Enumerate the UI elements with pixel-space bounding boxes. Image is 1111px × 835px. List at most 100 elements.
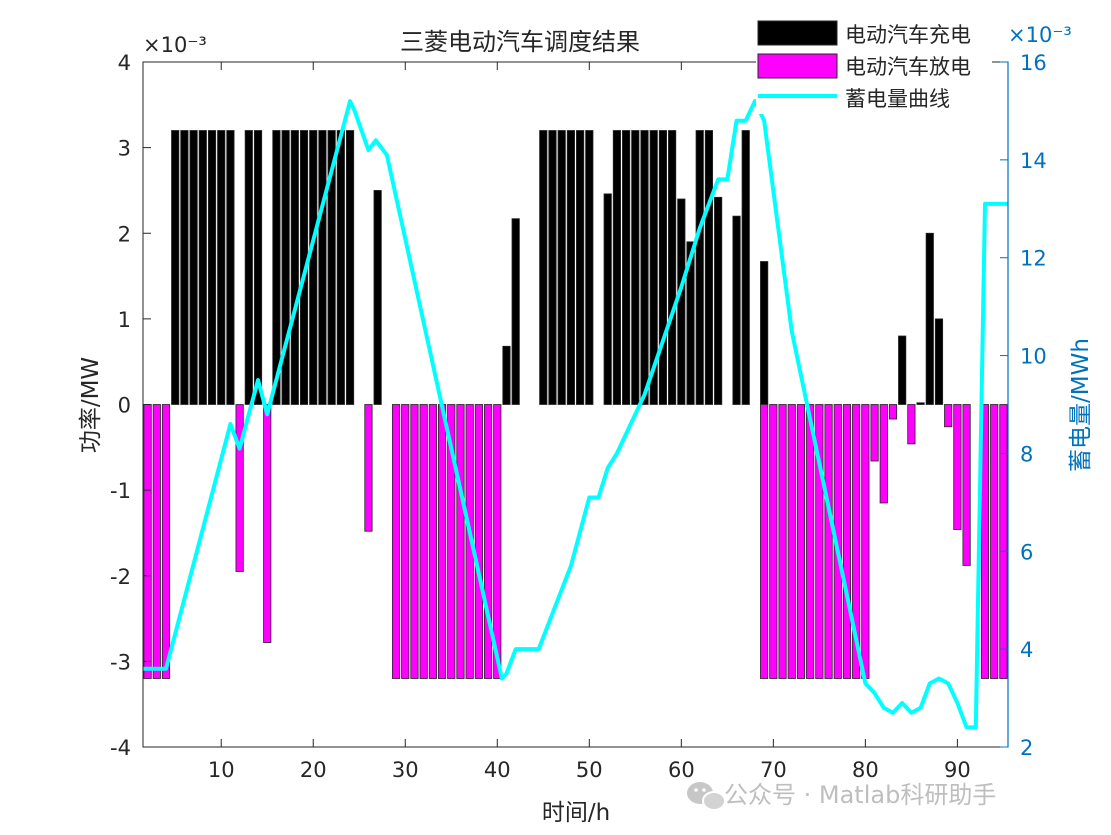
discharge-bar [990,404,999,679]
discharge-bar [419,404,428,679]
x-tick-label: 80 [852,758,879,782]
charge-bar [741,130,750,405]
y-right-tick-label: 6 [1020,540,1033,564]
charge-bar [585,130,594,405]
discharge-bar [364,404,373,532]
right-scale-note: ×10⁻³ [1008,23,1072,47]
y-right-tick-label: 8 [1020,442,1033,466]
watermark-text: 公众号 · Matlab科研助手 [724,781,996,809]
charge-bar [272,130,281,405]
charge-bar [548,130,557,405]
y-left-tick-label: 1 [118,308,131,332]
x-tick-label: 30 [392,758,419,782]
charge-bar [189,130,198,405]
charge-bar [934,318,944,405]
charge-bar [640,130,649,405]
x-axis: 10 20 30 40 50 60 70 80 90 [208,62,971,782]
charge-bar [217,130,226,405]
charge-bar [502,345,511,405]
charge-bar [253,130,263,405]
y-axis-right: 2 4 6 8 10 12 14 16 [1000,51,1047,760]
x-tick-label: 40 [484,758,511,782]
discharge-bar [235,404,244,572]
plot-area [142,61,1009,748]
discharge-bar [999,404,1008,679]
discharge-bar [437,404,447,679]
discharge-bar [428,404,437,679]
discharge-bar [879,404,888,504]
y-left-tick-label: -1 [110,479,131,503]
y-axis-left-label: 功率/MW [78,357,104,453]
charge-bar [180,130,189,405]
y-left-tick-label: -2 [110,565,131,589]
charge-bar [566,130,575,405]
discharge-bar [852,404,861,679]
y-left-tick-label: 2 [118,222,131,246]
discharge-bar [152,404,161,679]
charge-bar [171,130,180,405]
discharge-bar [861,404,870,679]
charge-bar [686,241,695,405]
charge-bar [916,402,925,405]
discharge-bar [907,404,916,445]
x-tick-label: 10 [208,758,235,782]
y-right-tick-label: 16 [1020,51,1047,75]
legend-energy-label: 蓄电量曲线 [845,87,950,111]
y-right-tick-label: 12 [1020,247,1047,271]
legend-discharge-swatch [757,53,838,79]
discharge-bar [824,404,833,679]
discharge-bar [474,404,483,679]
charge-bar [612,130,621,405]
charge-bar [511,218,520,405]
discharge-bar [401,404,410,679]
discharge-bar [870,404,879,462]
charge-bar [345,130,355,405]
x-tick-label: 50 [576,758,603,782]
discharge-bar [787,404,796,679]
discharge-bar [760,404,769,679]
discharge-bar [842,404,852,679]
discharge-bar [806,404,815,679]
charge-bar [336,130,345,405]
left-scale-note: ×10⁻³ [143,33,207,57]
discharge-bar [962,404,971,566]
discharge-bar [410,404,419,679]
charge-bar [677,198,686,405]
x-tick-label: 70 [760,758,787,782]
x-tick-label: 60 [668,758,695,782]
charge-bar [631,130,640,405]
chart-title: 三菱电动汽车调度结果 [400,28,640,56]
charge-bar [281,130,290,405]
x-tick-label: 20 [300,758,327,782]
charge-bar [732,215,741,405]
y-axis-right-label: 蓄电量/MWh [1068,338,1094,472]
charge-bar [898,335,907,405]
charge-bar [226,130,235,405]
charge-bar [309,130,318,405]
y-left-tick-label: 3 [118,137,131,161]
discharge-bar [161,404,171,679]
discharge-bar [796,404,806,679]
watermark: 公众号 · Matlab科研助手 [687,781,996,811]
discharge-bar [815,404,824,679]
charge-bar [695,130,704,405]
charge-bar [704,130,714,405]
discharge-bar [483,404,493,679]
y-right-tick-label: 4 [1020,638,1033,662]
legend-charge-swatch [757,20,838,46]
y-right-tick-label: 2 [1020,736,1033,760]
discharge-bar [778,404,787,679]
legend-discharge-label: 电动汽车放电 [845,55,971,79]
charge-bar [603,193,612,405]
discharge-bar [888,404,898,420]
charge-bar [198,130,207,405]
discharge-bar [769,404,778,679]
energy-curve [143,99,1008,730]
charge-bar [622,130,631,405]
discharge-bar [391,404,401,679]
discharge-bars [143,404,1008,679]
charge-bar [576,130,585,405]
x-tick-label: 90 [944,758,971,782]
charge-bar [373,190,382,405]
